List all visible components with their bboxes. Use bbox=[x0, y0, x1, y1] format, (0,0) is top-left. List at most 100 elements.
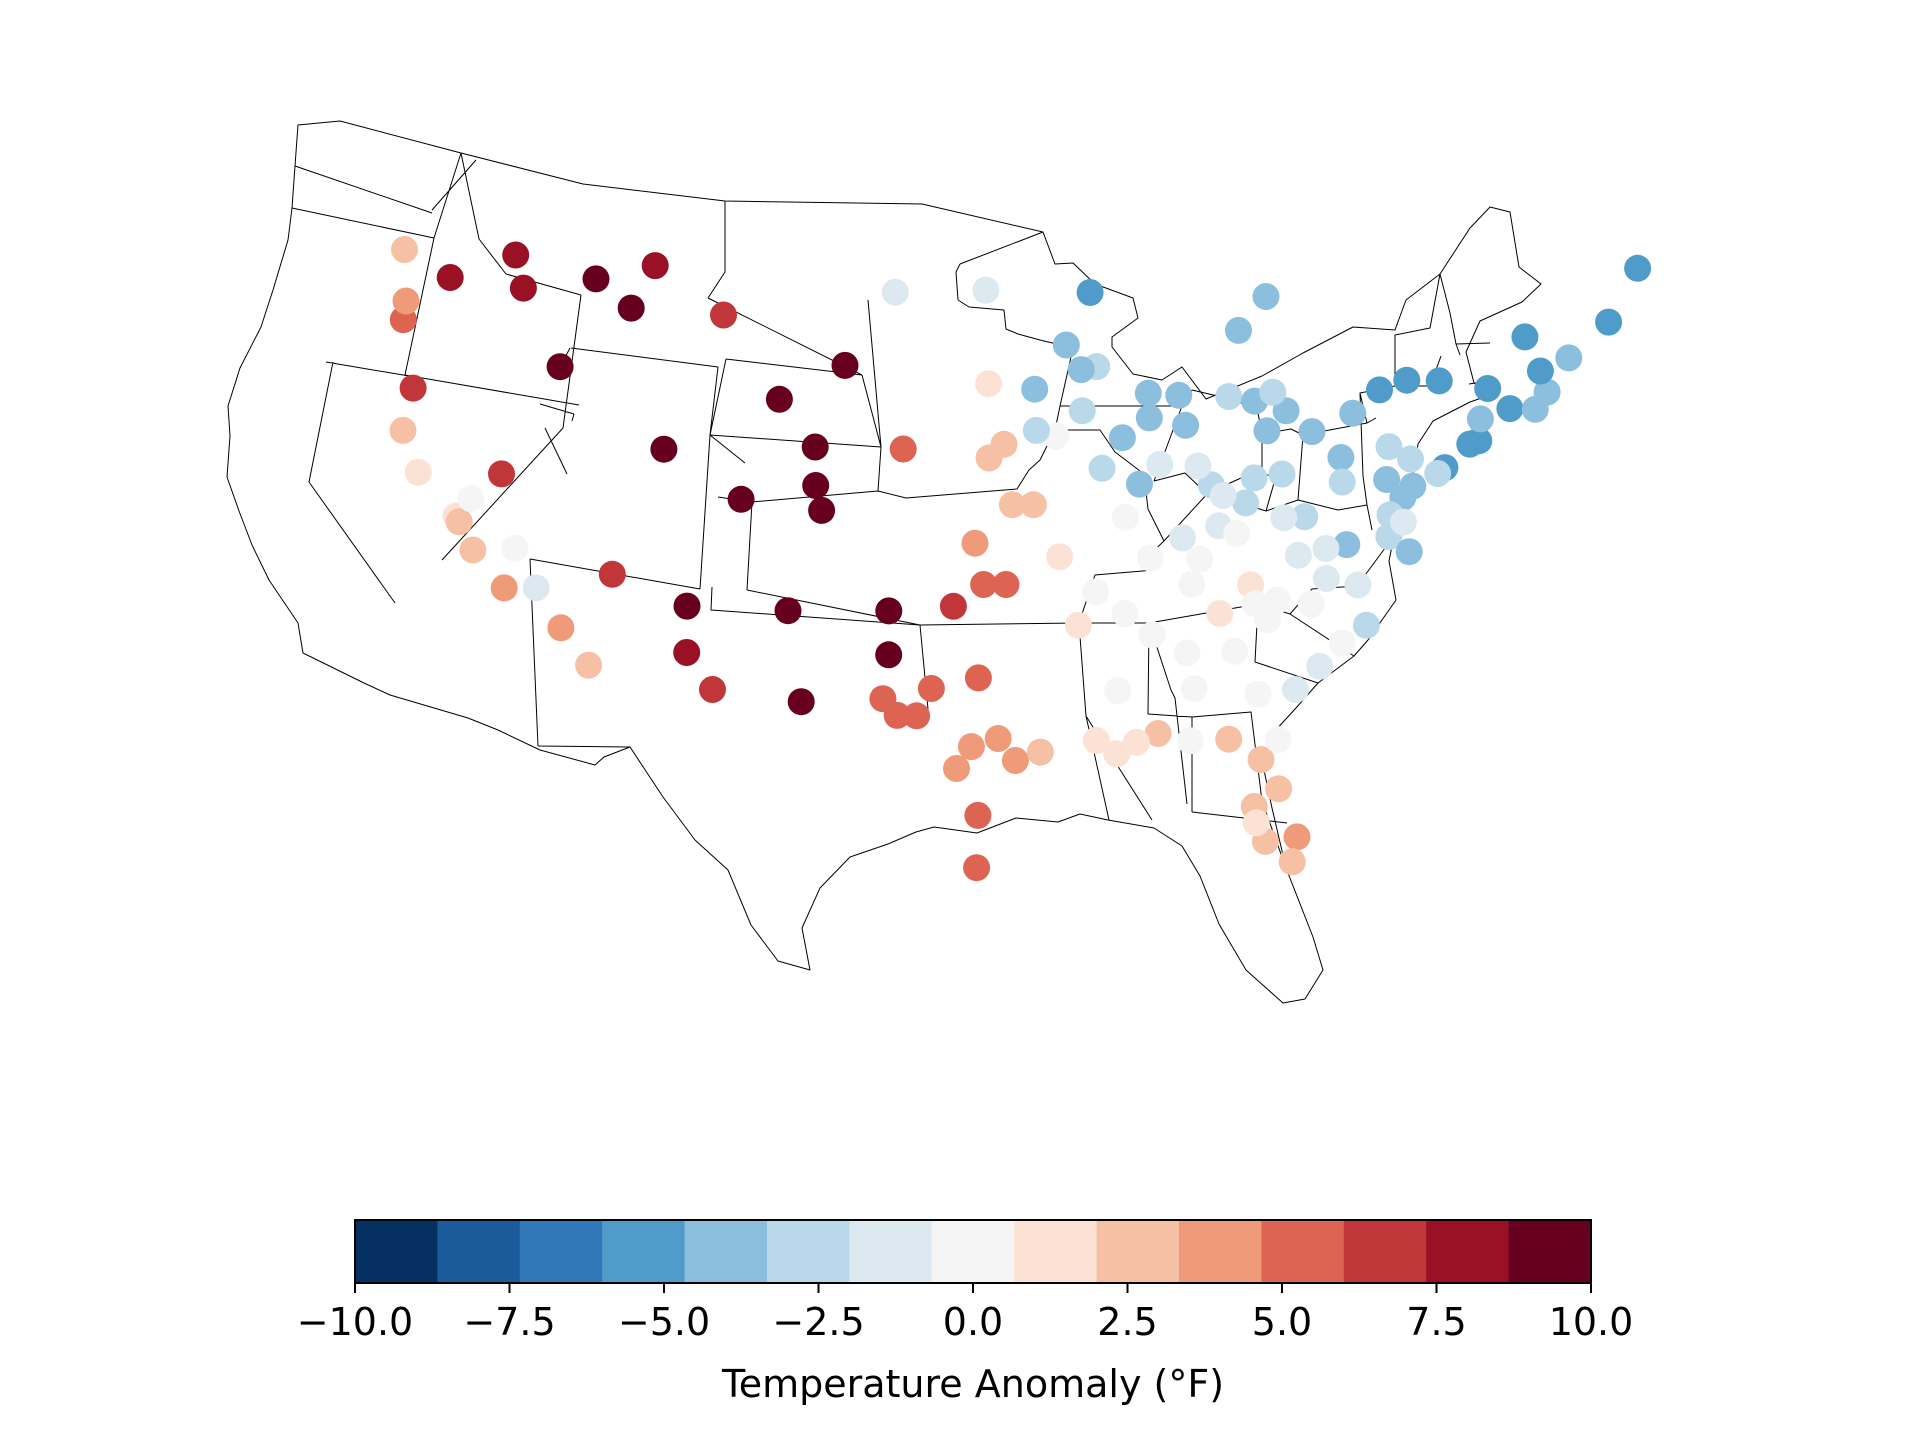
station-dot bbox=[1111, 503, 1139, 531]
station-dot bbox=[1067, 356, 1095, 384]
station-dot bbox=[445, 508, 473, 536]
station-dot bbox=[1165, 381, 1193, 409]
station-dot bbox=[1595, 308, 1623, 336]
station-dot bbox=[990, 430, 1018, 458]
station-dot bbox=[699, 676, 726, 703]
colorbar-tick-label: −2.5 bbox=[772, 1300, 864, 1344]
station-dot bbox=[831, 351, 859, 379]
station-dot bbox=[1312, 535, 1340, 562]
station-dot bbox=[1474, 375, 1502, 402]
colorbar-tick-label: −7.5 bbox=[463, 1300, 555, 1344]
station-dot bbox=[1252, 283, 1280, 310]
colorbar-ticks: −10.0 −7.5 −5.0 −2.5 0.0 2.5 5.0 7.5 10.0 bbox=[297, 1283, 1633, 1344]
station-dot bbox=[1366, 376, 1393, 404]
colorbar-bin bbox=[602, 1220, 686, 1283]
station-dot bbox=[1223, 519, 1251, 547]
station-dot bbox=[710, 301, 737, 329]
station-dot bbox=[1123, 728, 1150, 756]
station-dot bbox=[1046, 543, 1074, 571]
colorbar-tick-label: 2.5 bbox=[1097, 1300, 1157, 1344]
station-dot bbox=[808, 496, 836, 524]
station-dot bbox=[509, 274, 537, 302]
station-dot bbox=[802, 472, 830, 499]
station-dot bbox=[1001, 747, 1029, 774]
station-dot bbox=[1297, 590, 1325, 618]
station-dot bbox=[1240, 464, 1268, 492]
station-dot bbox=[1206, 600, 1234, 627]
station-dot bbox=[1180, 675, 1208, 702]
station-dot bbox=[1291, 503, 1319, 531]
station-dot bbox=[1278, 848, 1306, 876]
station-dot bbox=[1253, 417, 1281, 445]
station-dot bbox=[1373, 466, 1401, 493]
station-dot bbox=[1375, 433, 1403, 461]
station-dot bbox=[1186, 545, 1214, 573]
station-dot bbox=[1425, 367, 1453, 395]
station-dot bbox=[1284, 541, 1312, 569]
station-dot bbox=[582, 265, 610, 293]
station-dot bbox=[1298, 418, 1326, 446]
station-dot bbox=[964, 801, 992, 829]
station-dot bbox=[575, 651, 603, 679]
station-dot bbox=[1126, 470, 1153, 498]
station-dot bbox=[957, 733, 985, 761]
station-dot bbox=[1259, 378, 1287, 406]
colorbar: −10.0 −7.5 −5.0 −2.5 0.0 2.5 5.0 7.5 10.0 Temper… bbox=[297, 1219, 1633, 1406]
colorbar-tick-label: 7.5 bbox=[1406, 1300, 1466, 1344]
station-dot bbox=[1282, 676, 1309, 703]
station-dot bbox=[972, 276, 1000, 304]
station-dot bbox=[943, 755, 970, 782]
colorbar-bin bbox=[437, 1220, 521, 1283]
station-dot bbox=[389, 416, 417, 444]
station-dot bbox=[998, 491, 1026, 519]
station-dots bbox=[389, 236, 1652, 882]
station-dot bbox=[404, 458, 432, 486]
station-dot bbox=[1138, 621, 1166, 649]
station-dot bbox=[992, 571, 1020, 598]
station-dot bbox=[984, 725, 1012, 752]
station-dot bbox=[975, 370, 1003, 398]
station-dot bbox=[1169, 524, 1196, 552]
station-dot bbox=[1215, 383, 1243, 410]
station-dot bbox=[875, 641, 903, 669]
station-dot bbox=[1339, 399, 1367, 427]
colorbar-tick-label: −5.0 bbox=[618, 1300, 710, 1344]
station-dot bbox=[1068, 397, 1096, 425]
station-dot bbox=[1173, 639, 1201, 667]
colorbar-tick-label: 0.0 bbox=[943, 1300, 1003, 1344]
station-dot bbox=[1108, 424, 1136, 452]
station-dot bbox=[970, 571, 998, 598]
station-dot bbox=[459, 536, 487, 564]
station-dot bbox=[1344, 571, 1372, 599]
station-dot bbox=[1265, 775, 1293, 803]
station-dot bbox=[1264, 726, 1292, 754]
station-dot bbox=[457, 485, 485, 512]
colorbar-bin bbox=[684, 1220, 768, 1283]
station-dot bbox=[1496, 395, 1524, 423]
station-dot bbox=[869, 685, 897, 713]
station-dot bbox=[1393, 366, 1421, 394]
station-dot bbox=[1052, 331, 1080, 359]
station-dot bbox=[787, 688, 815, 716]
station-dot bbox=[1247, 746, 1275, 774]
station-dot bbox=[673, 592, 701, 620]
station-dot bbox=[1328, 468, 1356, 496]
station-dot bbox=[1022, 416, 1050, 444]
station-dot bbox=[1221, 637, 1249, 665]
station-dot bbox=[1244, 680, 1272, 708]
station-dot bbox=[881, 278, 909, 306]
station-dot bbox=[1134, 379, 1162, 407]
station-dot bbox=[1352, 611, 1380, 639]
station-dot bbox=[1103, 740, 1131, 768]
station-dot bbox=[392, 287, 420, 315]
colorbar-bin bbox=[1014, 1220, 1098, 1283]
station-dot bbox=[399, 374, 427, 402]
station-dot bbox=[1270, 504, 1298, 532]
station-dot bbox=[1088, 454, 1116, 482]
station-dot bbox=[650, 435, 678, 463]
station-dot bbox=[1026, 738, 1054, 766]
station-dot bbox=[1466, 405, 1494, 433]
station-dot bbox=[1283, 823, 1311, 851]
station-dot bbox=[673, 639, 701, 666]
